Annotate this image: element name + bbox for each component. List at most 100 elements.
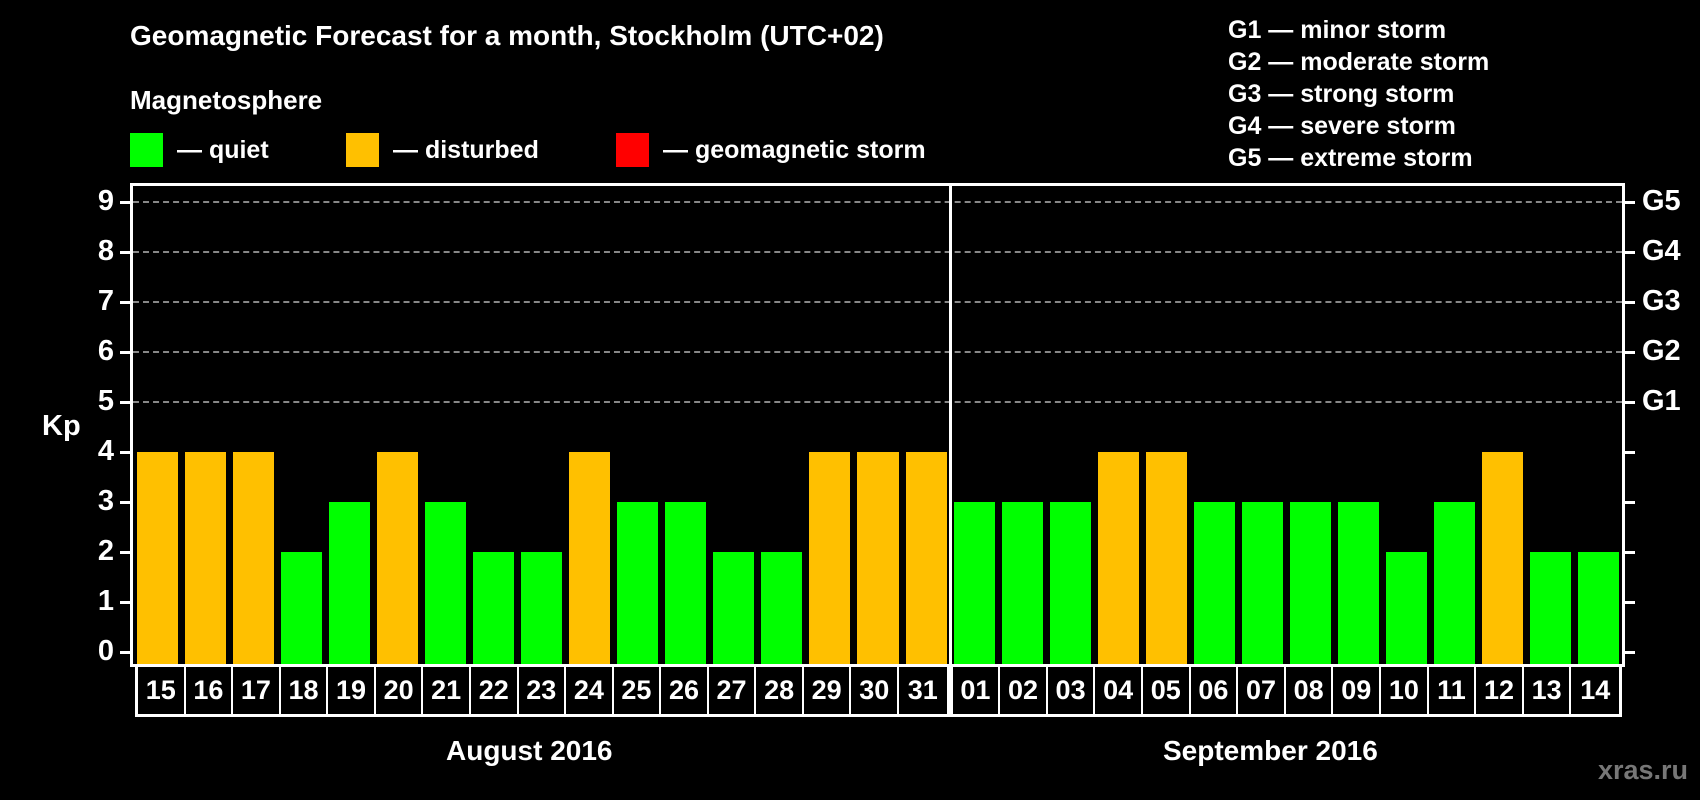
date-label: 13 bbox=[1524, 667, 1572, 714]
storm-scale-g2: G2 — moderate storm bbox=[1228, 48, 1490, 76]
month-label-september: September 2016 bbox=[1163, 735, 1378, 766]
bar-quiet bbox=[1337, 502, 1379, 665]
storm-scale-g5: G5 — extreme storm bbox=[1228, 144, 1473, 172]
legend-title: Magnetosphere bbox=[130, 85, 323, 115]
month-divider bbox=[949, 183, 952, 667]
date-label: 16 bbox=[186, 667, 234, 714]
y-tick-label: 1 bbox=[97, 585, 114, 617]
date-label: 07 bbox=[1238, 667, 1286, 714]
bar-disturbed bbox=[1145, 452, 1187, 665]
date-label: 24 bbox=[566, 667, 614, 714]
legend-disturbed-label: — disturbed bbox=[393, 135, 539, 164]
date-label: 12 bbox=[1476, 667, 1524, 714]
y-tick-left bbox=[120, 601, 130, 604]
bar-quiet bbox=[281, 552, 323, 665]
gridline bbox=[133, 251, 1622, 253]
bar-disturbed bbox=[809, 452, 851, 665]
date-label: 19 bbox=[328, 667, 376, 714]
bar-quiet bbox=[1289, 502, 1331, 665]
gridline bbox=[133, 401, 1622, 403]
storm-level-label: G5 bbox=[1642, 185, 1681, 217]
bar-quiet bbox=[1193, 502, 1235, 665]
storm-level-label: G3 bbox=[1642, 285, 1681, 317]
legend-quiet: — quiet bbox=[130, 133, 269, 167]
bar-quiet bbox=[665, 502, 707, 665]
legend-disturbed: — disturbed bbox=[346, 133, 539, 167]
storm-scale-g4: G4 — severe storm bbox=[1228, 112, 1456, 140]
storm-level-label: G2 bbox=[1642, 335, 1681, 367]
bar-disturbed bbox=[185, 452, 227, 665]
y-tick-right bbox=[1625, 601, 1635, 604]
y-tick-label: 4 bbox=[97, 435, 114, 467]
date-label: 31 bbox=[907, 675, 938, 705]
date-row-1: 01 02 03 04 05 06 07 08 09 10 11 12 13 14 bbox=[949, 667, 1622, 717]
y-tick-right bbox=[1625, 401, 1635, 404]
y-tick-label: 9 bbox=[97, 185, 114, 217]
date-label: 30 bbox=[851, 667, 899, 714]
bar-quiet bbox=[761, 552, 803, 665]
y-tick-right bbox=[1625, 651, 1635, 654]
storm-level-label: G1 bbox=[1642, 385, 1681, 417]
bar-quiet bbox=[713, 552, 755, 665]
bar-quiet bbox=[1529, 552, 1571, 665]
storm-level-label: G4 bbox=[1642, 235, 1681, 267]
y-tick-left bbox=[120, 651, 130, 654]
bar-quiet bbox=[1577, 552, 1619, 665]
y-tick-label: 8 bbox=[97, 235, 114, 267]
y-tick-left bbox=[120, 201, 130, 204]
date-label: 27 bbox=[709, 667, 757, 714]
date-label: 04 bbox=[1095, 667, 1143, 714]
y-tick-right bbox=[1625, 251, 1635, 254]
date-label: 18 bbox=[281, 667, 329, 714]
date-label: 17 bbox=[233, 667, 281, 714]
bar-quiet bbox=[1433, 502, 1475, 665]
y-tick-right bbox=[1625, 501, 1635, 504]
storm-scale-g1: G1 — minor storm bbox=[1228, 16, 1447, 44]
date-label: 20 bbox=[376, 667, 424, 714]
gridline bbox=[133, 351, 1622, 353]
watermark: xras.ru bbox=[1597, 755, 1688, 785]
gridline bbox=[133, 201, 1622, 203]
legend-storm-label: — geomagnetic storm bbox=[663, 135, 926, 164]
date-label: 03 bbox=[1048, 667, 1096, 714]
y-tick-label: 6 bbox=[97, 335, 114, 367]
storm-scale-g3: G3 — strong storm bbox=[1228, 80, 1455, 108]
date-label: 06 bbox=[1191, 667, 1239, 714]
date-label: 25 bbox=[614, 667, 662, 714]
month-label-august: August 2016 bbox=[446, 735, 613, 766]
date-label: 21 bbox=[423, 667, 471, 714]
date-label: 29 bbox=[804, 667, 852, 714]
y-tick-left bbox=[120, 451, 130, 454]
date-label: 23 bbox=[519, 667, 567, 714]
y-tick-label: 5 bbox=[97, 385, 114, 417]
date-label: 14 bbox=[1580, 675, 1611, 705]
date-label: 28 bbox=[756, 667, 804, 714]
date-label: 09 bbox=[1333, 667, 1382, 714]
date-label: 02 bbox=[1000, 667, 1048, 714]
y-tick-left bbox=[120, 301, 130, 304]
storm-scale-legend: G1 — minor storm G2 — moderate storm G3 … bbox=[1228, 14, 1489, 174]
gridline bbox=[133, 301, 1622, 303]
chart-title: Geomagnetic Forecast for a month, Stockh… bbox=[130, 20, 884, 51]
y-tick-left bbox=[120, 401, 130, 404]
y-tick-label: 0 bbox=[97, 635, 114, 667]
y-tick-right bbox=[1625, 351, 1635, 354]
date-label: 10 bbox=[1381, 667, 1429, 714]
bar-quiet bbox=[1241, 502, 1283, 665]
bar-quiet bbox=[1001, 502, 1043, 665]
date-label: 08 bbox=[1286, 667, 1334, 714]
date-label: 11 bbox=[1429, 667, 1477, 714]
bar-quiet bbox=[521, 552, 563, 665]
bar-quiet bbox=[953, 502, 995, 665]
bar-quiet bbox=[1049, 502, 1091, 665]
y-tick-right bbox=[1625, 301, 1635, 304]
y-tick-left bbox=[120, 501, 130, 504]
quiet-swatch bbox=[130, 133, 163, 167]
date-label: 01 bbox=[953, 667, 1001, 714]
legend-storm: — geomagnetic storm bbox=[616, 133, 926, 167]
bar-disturbed bbox=[1481, 452, 1523, 665]
bar-disturbed bbox=[905, 452, 947, 665]
legend-quiet-label: — quiet bbox=[177, 135, 269, 164]
bar-disturbed bbox=[857, 452, 899, 665]
y-tick-right bbox=[1625, 451, 1635, 454]
